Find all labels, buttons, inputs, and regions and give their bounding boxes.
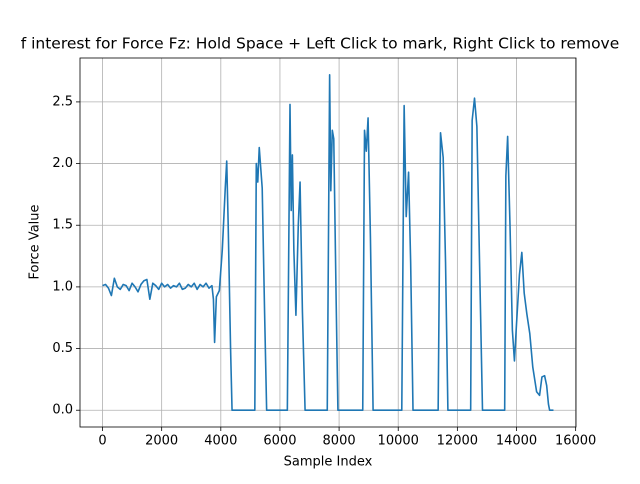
- y-tick-label: 0.5: [52, 341, 73, 356]
- y-axis-label: Force Value: [28, 204, 43, 279]
- x-tick-label: 16000: [555, 434, 596, 449]
- x-tick-label: 0: [98, 434, 106, 449]
- y-tick-label: 0.0: [52, 403, 73, 418]
- x-tick-label: 12000: [437, 434, 478, 449]
- y-tick-label: 1.5: [52, 218, 73, 233]
- chart-title: f interest for Force Fz: Hold Space + Le…: [21, 35, 620, 53]
- x-tick-label: 10000: [378, 434, 419, 449]
- x-tick-label: 2000: [145, 434, 178, 449]
- x-tick-label: 14000: [496, 434, 537, 449]
- data-line: [102, 73, 554, 412]
- x-tick-label: 6000: [263, 434, 296, 449]
- y-tick-label: 2.5: [52, 94, 73, 109]
- x-tick-label: 8000: [323, 434, 356, 449]
- x-tick-label: 4000: [204, 434, 237, 449]
- axes-frame: [79, 57, 577, 428]
- y-tick-label: 2.0: [52, 156, 73, 171]
- x-axis-label: Sample Index: [284, 455, 373, 470]
- y-tick-label: 1.0: [52, 279, 73, 294]
